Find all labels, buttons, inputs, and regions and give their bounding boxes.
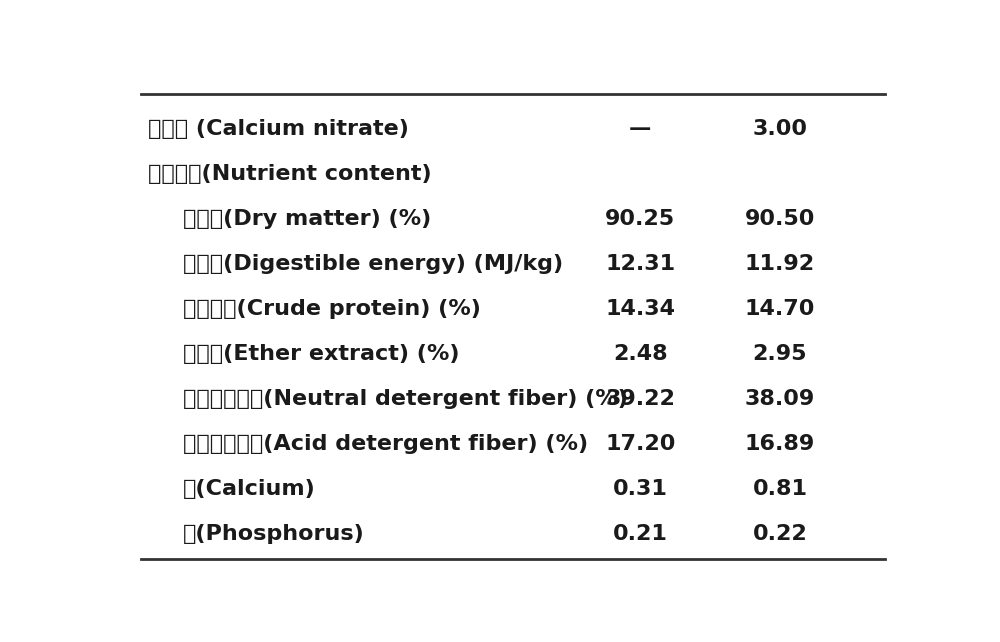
Text: 17.20: 17.20 <box>605 434 676 454</box>
Text: 磷(Phosphorus): 磷(Phosphorus) <box>183 524 365 544</box>
Text: 营养成分(Nutrient content): 营养成分(Nutrient content) <box>148 164 432 184</box>
Text: 12.31: 12.31 <box>605 254 675 274</box>
Text: 14.34: 14.34 <box>605 299 675 319</box>
Text: 38.09: 38.09 <box>745 389 815 409</box>
Text: 11.92: 11.92 <box>745 254 815 274</box>
Text: 39.22: 39.22 <box>605 389 675 409</box>
Text: 0.22: 0.22 <box>753 524 807 544</box>
Text: 硬酸馒 (Calcium nitrate): 硬酸馒 (Calcium nitrate) <box>148 119 409 139</box>
Text: 粗蛋白质(Crude protein) (%): 粗蛋白质(Crude protein) (%) <box>183 299 481 319</box>
Text: 90.25: 90.25 <box>605 209 675 229</box>
Text: 90.50: 90.50 <box>745 209 815 229</box>
Text: 2.48: 2.48 <box>613 344 668 364</box>
Text: 酸性洗涤纤维(Acid detergent fiber) (%): 酸性洗涤纤维(Acid detergent fiber) (%) <box>183 434 588 454</box>
Text: 中性洗涤纤维(Neutral detergent fiber) (%): 中性洗涤纤维(Neutral detergent fiber) (%) <box>183 389 628 409</box>
Text: 14.70: 14.70 <box>745 299 815 319</box>
Text: 消化能(Digestible energy) (MJ/kg): 消化能(Digestible energy) (MJ/kg) <box>183 254 563 274</box>
Text: 0.31: 0.31 <box>613 479 668 499</box>
Text: 馒(Calcium): 馒(Calcium) <box>183 479 316 499</box>
Text: 3.00: 3.00 <box>752 119 807 139</box>
Text: 粗脂肪(Ether extract) (%): 粗脂肪(Ether extract) (%) <box>183 344 460 364</box>
Text: 0.21: 0.21 <box>613 524 668 544</box>
Text: 0.81: 0.81 <box>752 479 807 499</box>
Text: —: — <box>629 119 652 139</box>
Text: 16.89: 16.89 <box>745 434 815 454</box>
Text: 干物质(Dry matter) (%): 干物质(Dry matter) (%) <box>183 209 431 229</box>
Text: 2.95: 2.95 <box>753 344 807 364</box>
